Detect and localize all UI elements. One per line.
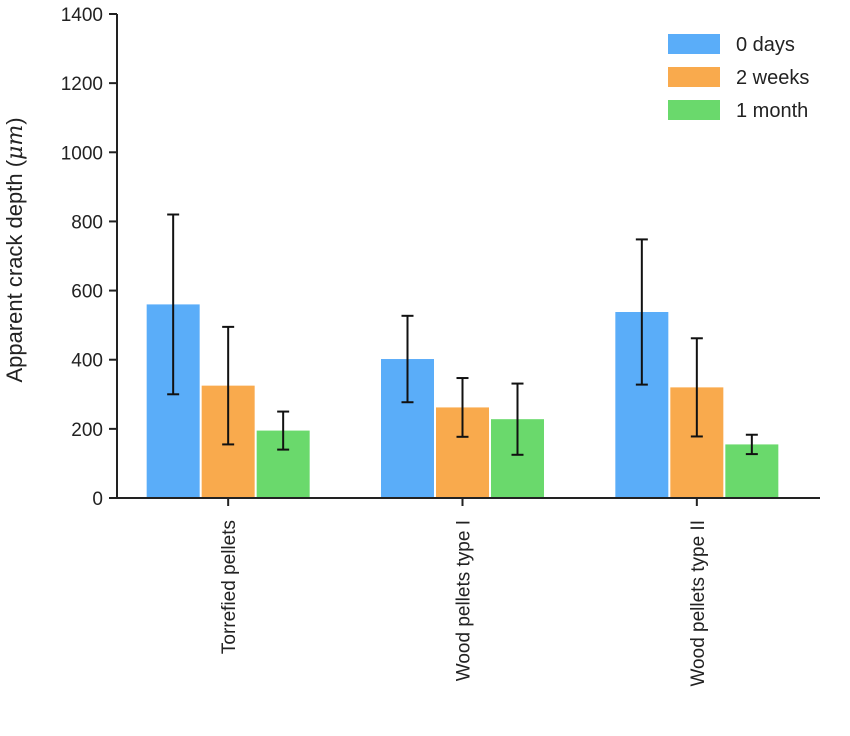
y-tick-label: 1400 — [61, 5, 103, 26]
error-bars-group — [167, 213, 758, 456]
y-tick-label: 0 — [92, 489, 103, 510]
legend-label: 2 weeks — [736, 67, 809, 89]
x-tick-label: Torrefied pellets — [219, 520, 240, 654]
y-tick-label: 400 — [71, 351, 103, 372]
legend-label: 0 days — [736, 34, 795, 56]
y-tick-label: 200 — [71, 420, 103, 441]
legend-label: 1 month — [736, 100, 808, 122]
legend-swatch — [668, 34, 720, 54]
x-tick-label: Wood pellets type II — [688, 520, 709, 687]
y-ticks-group: 0 200 400 600 800 1000 1200 1400 — [61, 5, 117, 510]
y-tick-label: 1000 — [61, 143, 103, 164]
legend-swatch — [668, 100, 720, 120]
x-ticks-group: Torrefied pellets Wood pellets type I Wood… — [219, 498, 709, 687]
legend: 0 days 2 weeks 1 month — [668, 34, 809, 122]
legend-swatch — [668, 67, 720, 87]
y-tick-label: 800 — [71, 212, 103, 233]
y-axis-title: Apparent crack depth (μm) — [2, 117, 28, 382]
y-tick-label: 1200 — [61, 74, 103, 95]
y-tick-label: 600 — [71, 282, 103, 303]
x-tick-label: Wood pellets type I — [454, 520, 475, 681]
